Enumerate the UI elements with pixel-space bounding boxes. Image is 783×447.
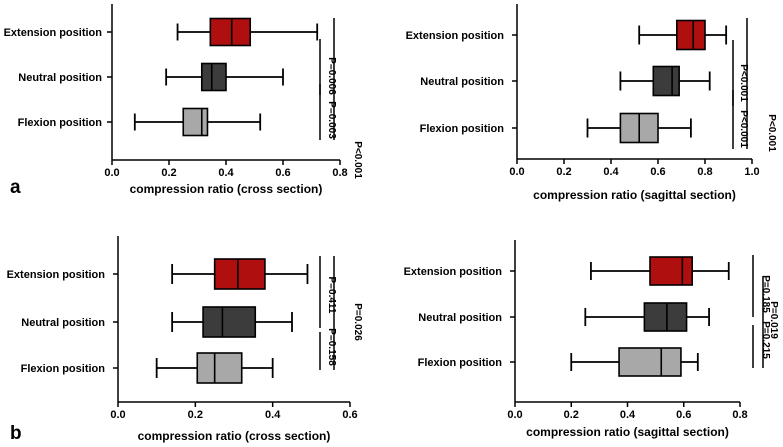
category-label: Neutral position: [21, 317, 105, 329]
panel-label-b: b: [10, 423, 22, 444]
chart-panel-a-right: 0.0 0.2 0.4 0.6 0.8 1.0 compression ratio (sag…: [406, 4, 777, 202]
x-tick-label: 0.2: [564, 409, 579, 421]
category-label: Extension position: [406, 30, 505, 42]
p-value-label: P=0.185: [760, 275, 771, 313]
box-extension: [649, 256, 693, 286]
x-tick-label: 0.4: [218, 167, 234, 179]
category-label: Flexion position: [418, 357, 503, 369]
x-tick-label: 0.0: [507, 409, 522, 421]
box-flexion: [196, 352, 243, 384]
p-value-label-wide: P=0.019: [768, 301, 779, 339]
category-label: Flexion position: [21, 363, 106, 375]
box-flexion: [618, 347, 682, 377]
box-neutral: [202, 306, 257, 338]
box-flexion: [182, 107, 209, 137]
x-axis-title: compression ratio (cross section): [138, 429, 331, 443]
p-value-label: P=0.158: [326, 328, 337, 366]
box-neutral: [652, 65, 680, 97]
p-value-label-wide: P=0.026: [352, 303, 363, 341]
box-extension: [209, 17, 252, 47]
box-extension: [675, 19, 706, 51]
category-label: Neutral position: [18, 72, 102, 84]
x-axis-title: compression ratio (sagittal section): [533, 188, 736, 202]
x-tick-label: 0.8: [332, 167, 347, 179]
x-axis-title: compression ratio (sagittal section): [526, 425, 729, 439]
category-label: Extension position: [4, 27, 103, 39]
category-label: Neutral position: [418, 312, 502, 324]
chart-panel-b-left: 0.0 0.2 0.4 0.6 compression ratio (cross sec…: [7, 236, 363, 443]
category-label: Extension position: [7, 269, 106, 281]
x-tick-label: 0.2: [188, 409, 203, 421]
x-tick-label: 0.4: [620, 409, 636, 421]
p-value-label: P<0.001: [738, 110, 749, 148]
box-extension: [213, 258, 266, 290]
x-tick-label: 0.6: [275, 167, 290, 179]
p-value-label: P=0.003: [326, 101, 337, 139]
category-label: Extension position: [404, 266, 503, 278]
x-tick-label: 0.2: [161, 167, 176, 179]
p-value-label-wide: P<0.001: [766, 114, 777, 152]
chart-panel-a-left: 0.0 0.2 0.4 0.6 0.8 compression ratio (cross …: [4, 4, 363, 196]
x-tick-label: 0.6: [676, 409, 691, 421]
category-label: Flexion position: [18, 117, 103, 129]
box-neutral: [200, 62, 227, 92]
p-value-label: P<0.001: [738, 64, 749, 102]
x-tick-label: 0.0: [509, 166, 524, 178]
x-tick-label: 0.6: [650, 166, 665, 178]
x-tick-label: 0.8: [697, 166, 712, 178]
x-tick-label: 0.0: [104, 167, 119, 179]
x-tick-label: 0.2: [556, 166, 571, 178]
x-tick-label: 0.4: [265, 409, 281, 421]
p-value-label-wide: P<0.001: [352, 141, 363, 179]
p-value-label: P=0.215: [760, 321, 771, 359]
p-value-label: P=0.006: [326, 57, 337, 95]
x-tick-label: 1.0: [744, 166, 759, 178]
category-label: Neutral position: [420, 76, 504, 88]
x-tick-label: 0.8: [732, 409, 747, 421]
box-neutral: [643, 302, 688, 332]
x-axis-title: compression ratio (cross section): [130, 182, 323, 196]
x-tick-label: 0.0: [110, 409, 125, 421]
category-label: Flexion position: [420, 123, 505, 135]
x-tick-label: 0.6: [342, 409, 357, 421]
panel-label-a: a: [10, 177, 21, 198]
p-value-label: P=0.411: [326, 277, 337, 314]
x-tick-label: 0.4: [603, 166, 619, 178]
